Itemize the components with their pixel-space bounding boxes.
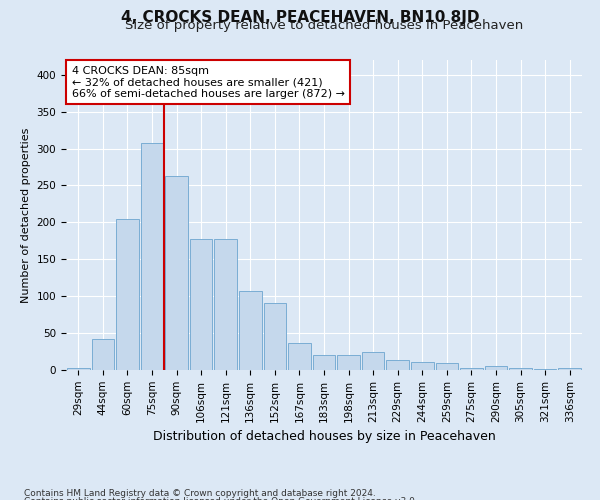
Text: Contains HM Land Registry data © Crown copyright and database right 2024.: Contains HM Land Registry data © Crown c… (24, 488, 376, 498)
Bar (190, 238, 212, 370)
Bar (559, 368, 581, 370)
Bar (288, 344, 311, 370)
Bar (386, 360, 409, 370)
Bar (263, 303, 286, 370)
Bar (313, 355, 335, 370)
Bar (67, 368, 89, 370)
Title: Size of property relative to detached houses in Peacehaven: Size of property relative to detached ho… (125, 20, 523, 32)
Bar (92, 339, 114, 370)
Bar (116, 218, 139, 370)
Bar (460, 368, 483, 370)
Text: 4 CROCKS DEAN: 85sqm
← 32% of detached houses are smaller (421)
66% of semi-deta: 4 CROCKS DEAN: 85sqm ← 32% of detached h… (71, 66, 344, 99)
Bar (411, 362, 434, 370)
Y-axis label: Number of detached properties: Number of detached properties (21, 128, 31, 302)
Bar (140, 144, 163, 370)
Bar (337, 354, 360, 370)
Bar (436, 362, 458, 370)
Text: Contains public sector information licensed under the Open Government Licence v3: Contains public sector information licen… (24, 497, 418, 500)
Bar (362, 352, 385, 370)
Bar (485, 366, 508, 370)
Bar (214, 238, 237, 370)
X-axis label: Distribution of detached houses by size in Peacehaven: Distribution of detached houses by size … (152, 430, 496, 443)
Bar (165, 176, 188, 370)
Bar (509, 368, 532, 370)
Text: 4, CROCKS DEAN, PEACEHAVEN, BN10 8JD: 4, CROCKS DEAN, PEACEHAVEN, BN10 8JD (121, 10, 479, 25)
Bar (239, 291, 262, 370)
